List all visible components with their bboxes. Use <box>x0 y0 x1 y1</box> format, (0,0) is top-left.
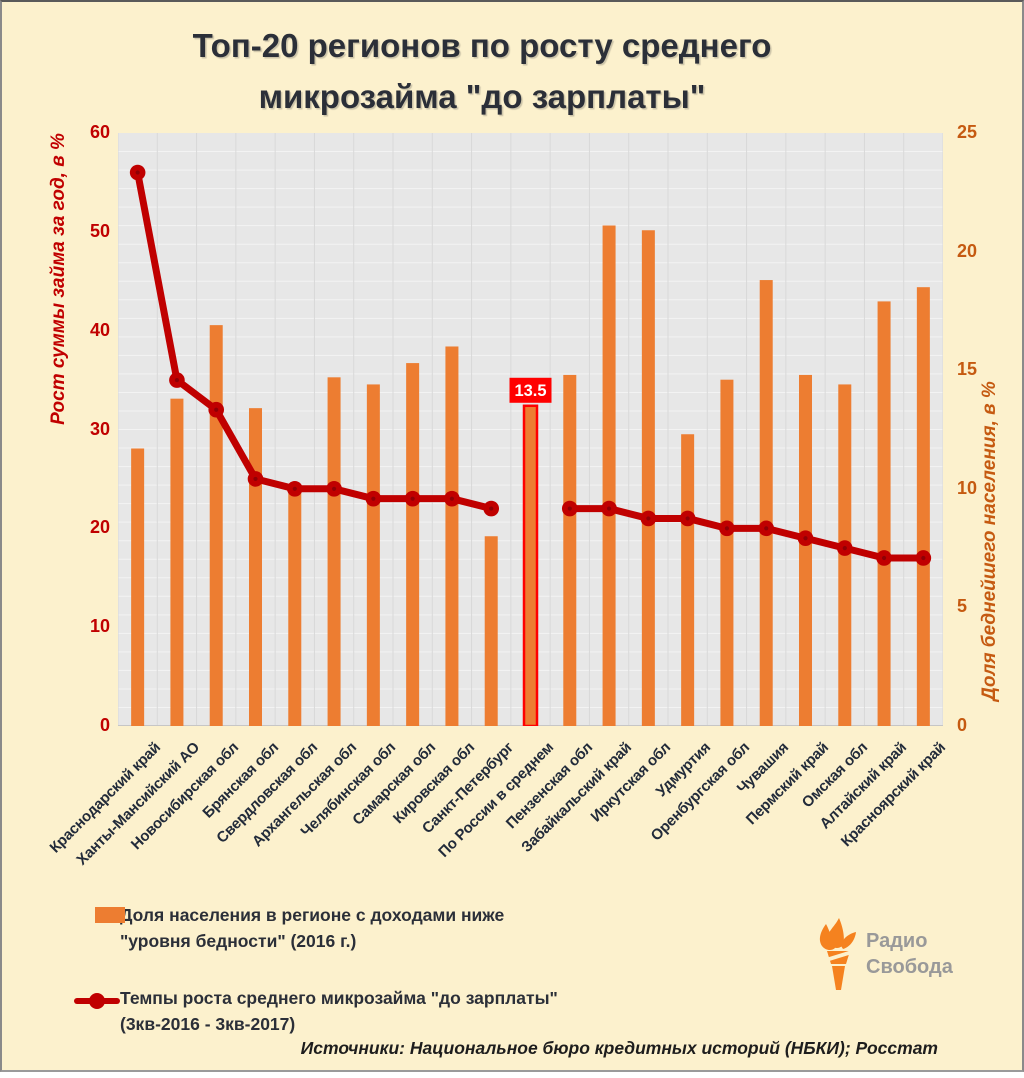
left-tick-20: 20 <box>89 517 110 538</box>
legend-line-label-line1: Темпы роста среднего микрозайма "до зарп… <box>120 987 558 1008</box>
radio-svoboda-logo: Радио Свобода <box>812 918 992 998</box>
right-tick-25: 25 <box>957 122 978 142</box>
bar-6 <box>366 384 380 726</box>
left-axis-title: Рост суммы займа за год, в % <box>48 133 69 425</box>
bar-20 <box>916 287 930 726</box>
line-swatch-marker <box>89 992 105 1009</box>
left-tick-10: 10 <box>89 616 110 637</box>
right-tick-20: 20 <box>957 240 978 261</box>
legend-item-line: Темпы роста среднего микрозайма "до зарп… <box>74 985 694 1038</box>
bar-0 <box>131 448 145 726</box>
legend-bar-label-line1: Доля населения в регионе с доходами ниже <box>120 905 505 925</box>
bar-series-swatch <box>95 907 125 923</box>
chart-title: Топ-20 регионов по росту среднего микроз… <box>192 27 772 116</box>
chart-svg: 13.5 <box>117 133 944 728</box>
right-tick-5: 5 <box>957 596 968 617</box>
right-axis-title: Доля беднейшего населения, в % <box>979 381 1000 701</box>
growth-line <box>134 169 495 513</box>
legend-line-label-line2: (3кв-2016 - 3кв-2017) <box>120 1013 296 1034</box>
bar-5 <box>327 377 341 726</box>
left-tick-0: 0 <box>99 715 110 735</box>
bar-12 <box>602 225 616 726</box>
bar-13 <box>641 230 655 726</box>
bar-14 <box>681 434 695 726</box>
growth-line <box>566 505 927 562</box>
bar-4 <box>288 488 302 726</box>
logo-text: Радио Свобода <box>866 928 953 980</box>
legend-bar-label: Доля населения в регионе с доходами ниже… <box>120 902 694 955</box>
left-tick-50: 50 <box>89 220 110 241</box>
logo-text-line1: Радио <box>866 930 928 952</box>
right-tick-15: 15 <box>957 359 978 380</box>
bar-17 <box>799 374 812 726</box>
legend-item-bars: Доля населения в регионе с доходами ниже… <box>74 902 694 955</box>
russia-average-annotation-box <box>509 377 552 403</box>
bar-9 <box>484 536 498 726</box>
bar-8 <box>445 346 459 726</box>
right-tick-0: 0 <box>957 715 968 735</box>
right-tick-10: 10 <box>957 477 978 498</box>
line-series-swatch <box>74 992 120 1009</box>
plot-area: 13.5 <box>117 133 944 728</box>
russia-average-annotation-text: 13.5 <box>514 382 546 400</box>
left-tick-40: 40 <box>89 319 110 340</box>
bar-1 <box>170 398 184 726</box>
left-tick-30: 30 <box>89 418 110 439</box>
bar-15 <box>720 379 734 726</box>
left-tick-60: 60 <box>89 122 110 142</box>
bar-11 <box>563 374 577 726</box>
bar-10 <box>522 404 539 728</box>
bar-3 <box>249 408 262 726</box>
bar-16 <box>759 280 773 726</box>
source-note: Источники: Национальное бюро кредитных и… <box>300 1038 938 1058</box>
torch-icon <box>819 918 856 990</box>
legend-bar-label-line2: "уровня бедности" (2016 г.) <box>120 931 357 952</box>
bar-7 <box>406 363 420 726</box>
legend-line-label: Темпы роста среднего микрозайма "до зарп… <box>120 985 694 1038</box>
legend: Доля населения в регионе с доходами ниже… <box>74 902 694 1067</box>
bar-19 <box>877 301 891 726</box>
logo-text-line2: Свобода <box>866 956 953 978</box>
bar-2 <box>209 325 223 726</box>
